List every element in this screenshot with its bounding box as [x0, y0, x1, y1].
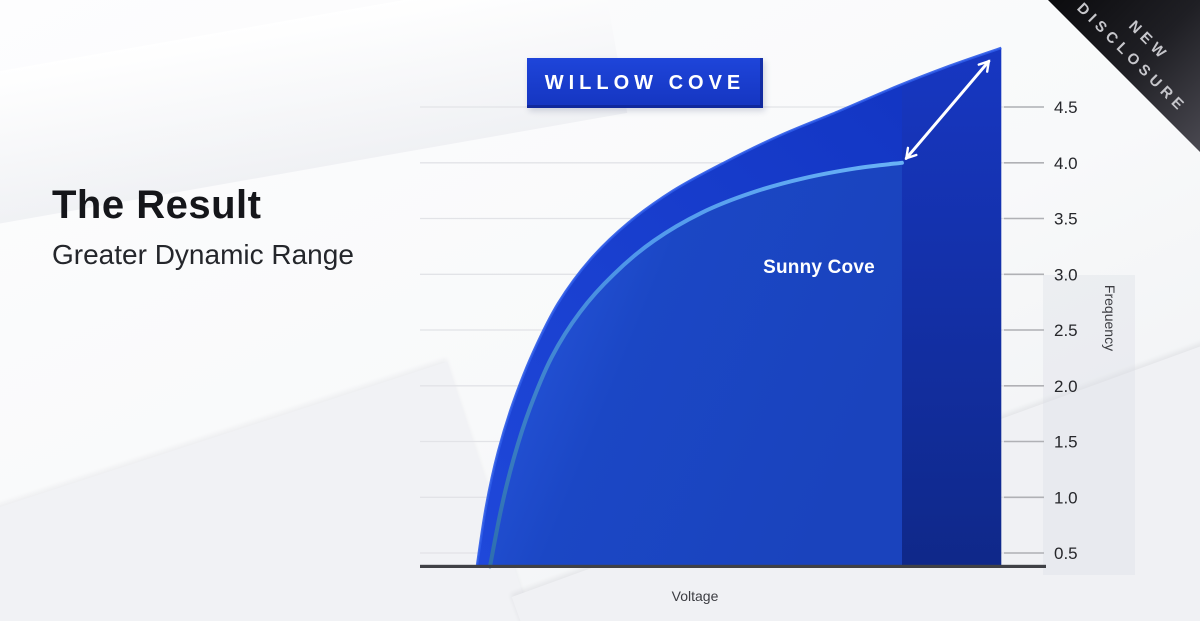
y-tick-label: 4.0: [1054, 154, 1078, 173]
headline: The Result Greater Dynamic Range: [52, 183, 354, 271]
x-axis-label: Voltage: [672, 588, 719, 604]
willow-cove-badge: WILLOW COVE: [527, 58, 763, 108]
y-tick-label: 0.5: [1054, 544, 1078, 563]
y-tick-label: 3.5: [1054, 210, 1078, 229]
page-subtitle: Greater Dynamic Range: [52, 239, 354, 270]
page-title: The Result: [52, 183, 262, 227]
y-tick-label: 2.5: [1054, 321, 1078, 340]
y-tick-label: 3.0: [1054, 265, 1078, 284]
y-tick-label: 4.5: [1054, 98, 1078, 117]
y-ticks: 0.5 1.0 1.5 2.0 2.5 3.0 3.5 4.0 4.5: [1004, 98, 1078, 563]
y-tick-label: 1.0: [1054, 488, 1078, 507]
sunny-cove-label: Sunny Cove: [763, 257, 875, 278]
x-axis-line: [420, 564, 1046, 568]
willow-cove-badge-label: WILLOW COVE: [544, 71, 746, 94]
willow-cove-edge: [475, 46, 1002, 567]
sunny-cove-curve: [488, 160, 904, 569]
gain-arrow: [904, 59, 991, 161]
sunny-cove-area: [490, 162, 902, 567]
y-tick-label: 1.5: [1054, 433, 1078, 452]
y-tick-label: 2.0: [1054, 377, 1078, 396]
y-axis-label: Frequency: [1102, 285, 1118, 351]
